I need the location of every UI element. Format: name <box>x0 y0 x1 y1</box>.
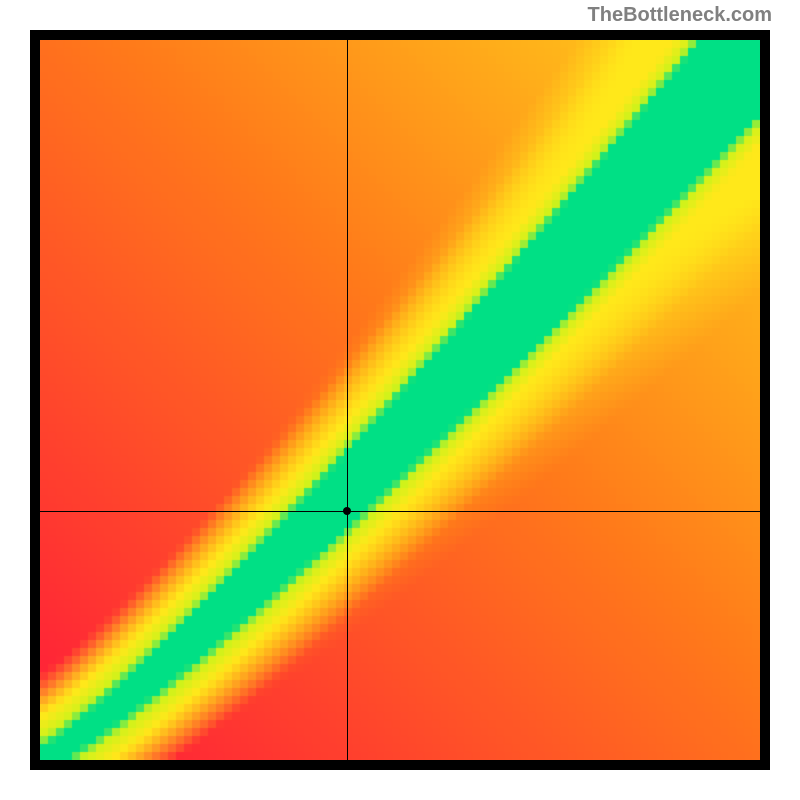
crosshair-vertical <box>347 40 348 760</box>
chart-container: TheBottleneck.com <box>0 0 800 800</box>
crosshair-horizontal <box>40 511 760 512</box>
crosshair-marker <box>343 507 351 515</box>
plot-frame <box>30 30 770 770</box>
heatmap-canvas <box>40 40 760 760</box>
watermark-text: TheBottleneck.com <box>588 4 772 27</box>
